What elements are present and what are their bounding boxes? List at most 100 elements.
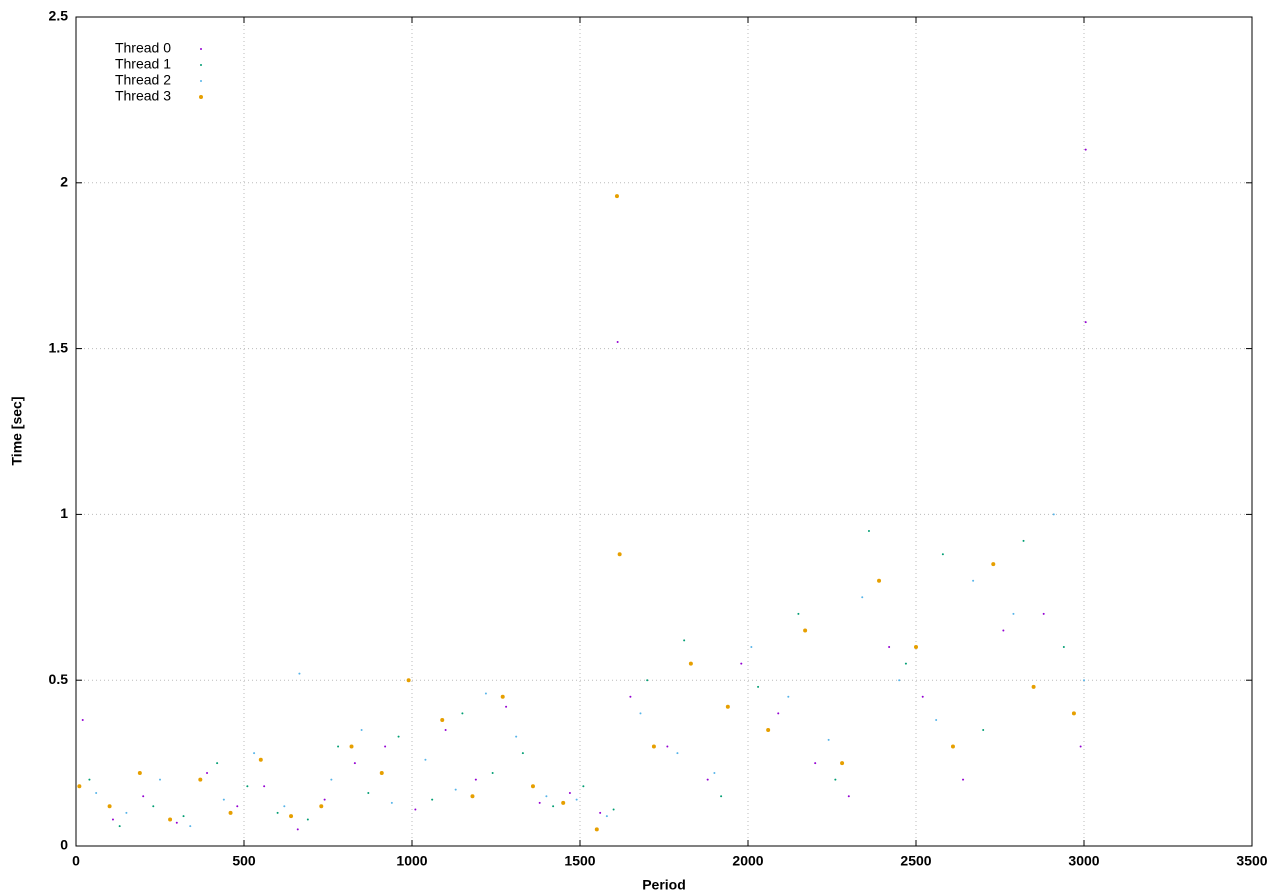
scatter-point xyxy=(847,795,850,798)
scatter-point xyxy=(639,712,642,715)
scatter-point xyxy=(1042,612,1045,615)
scatter-point xyxy=(725,704,730,709)
scatter-point xyxy=(88,778,91,781)
scatter-point xyxy=(617,552,622,557)
y-tick-label: 1 xyxy=(60,505,68,521)
scatter-point xyxy=(189,825,192,828)
y-axis-label: Time [sec] xyxy=(9,397,25,466)
scatter-point xyxy=(289,814,294,819)
scatter-point xyxy=(222,798,225,801)
scatter-point xyxy=(263,785,266,788)
scatter-point xyxy=(424,758,427,761)
plot-frame xyxy=(75,16,1253,847)
scatter-point xyxy=(814,762,817,765)
scatter-point xyxy=(1031,684,1036,689)
scatter-point xyxy=(228,810,233,815)
scatter-point xyxy=(470,794,475,799)
x-tick-label: 500 xyxy=(232,853,256,869)
scatter-point xyxy=(651,744,656,749)
scatter-point xyxy=(444,728,447,731)
scatter-point xyxy=(107,804,112,809)
y-tick-label: 1.5 xyxy=(49,339,69,355)
scatter-point xyxy=(582,785,585,788)
x-tick-label: 1500 xyxy=(564,853,595,869)
scatter-point xyxy=(236,805,239,808)
legend-label: Thread 3 xyxy=(115,88,171,104)
scatter-point xyxy=(175,821,178,824)
scatter-point xyxy=(77,784,82,789)
scatter-point xyxy=(198,777,203,782)
scatter-point xyxy=(706,778,709,781)
y-tick-label: 2 xyxy=(60,174,68,190)
scatter-point xyxy=(484,692,487,695)
scatter-point xyxy=(599,811,602,814)
legend-marker xyxy=(200,64,202,66)
scatter-point xyxy=(914,645,918,650)
scatter-point xyxy=(683,639,686,642)
scatter-point xyxy=(137,771,142,776)
legend-marker xyxy=(200,80,202,82)
scatter-point xyxy=(258,757,263,762)
scatter-point xyxy=(1071,711,1076,716)
scatter-point xyxy=(676,752,679,755)
scatter-point xyxy=(353,762,356,765)
scatter-point xyxy=(867,529,870,532)
legend-label: Thread 1 xyxy=(115,56,171,72)
scatter-point xyxy=(605,815,608,818)
scatter-point xyxy=(568,791,571,794)
scatter-point xyxy=(330,778,333,781)
scatter-point xyxy=(594,827,599,832)
scatter-point xyxy=(982,728,985,731)
scatter-point xyxy=(757,685,760,688)
scatter-point xyxy=(168,817,173,822)
scatter-point xyxy=(616,340,619,343)
scatter-point xyxy=(614,194,619,199)
scatter-point xyxy=(118,825,121,828)
scatter-point xyxy=(991,562,996,567)
scatter-point xyxy=(414,808,417,811)
scatter-point xyxy=(159,778,161,781)
scatter-point xyxy=(1012,612,1015,615)
scatter-point xyxy=(888,646,891,649)
scatter-point xyxy=(367,791,370,794)
scatter-point xyxy=(962,778,965,781)
scatter-point xyxy=(491,772,494,775)
scatter-point xyxy=(935,718,938,721)
scatter-point xyxy=(950,744,955,749)
scatter-point xyxy=(323,798,326,801)
scatter-point xyxy=(125,811,128,814)
scatter-point xyxy=(349,744,354,749)
scatter-point xyxy=(545,795,548,798)
scatter-point xyxy=(81,718,84,721)
scatter-point xyxy=(454,788,457,791)
scatter-point xyxy=(283,805,286,808)
scatter-point xyxy=(142,795,145,798)
scatter-point xyxy=(306,818,309,821)
scatter-point xyxy=(276,811,279,814)
scatter-point xyxy=(750,646,753,649)
scatter-point xyxy=(95,791,98,794)
scatter-point xyxy=(612,808,615,811)
scatter-point xyxy=(740,662,743,665)
scatter-point xyxy=(1084,321,1087,324)
scatter-point xyxy=(972,579,975,582)
scatter-point xyxy=(253,752,256,755)
scatter-point xyxy=(337,745,340,748)
legend-label: Thread 2 xyxy=(115,72,171,88)
scatter-point xyxy=(515,735,518,738)
scatter-point xyxy=(713,772,716,775)
scatter-point xyxy=(298,672,301,675)
scatter-point xyxy=(720,795,723,798)
scatter-point xyxy=(766,727,771,732)
scatter-point xyxy=(646,679,649,682)
scatter-point xyxy=(1022,539,1025,542)
scatter-point xyxy=(296,828,299,831)
y-tick-label: 0.5 xyxy=(49,671,69,687)
scatter-point xyxy=(246,785,249,788)
scatter-point xyxy=(921,695,924,698)
scatter-point xyxy=(898,679,901,682)
scatter-point xyxy=(575,798,578,801)
scatter-point xyxy=(521,752,524,755)
scatter-point xyxy=(1062,646,1065,649)
scatter-point xyxy=(319,804,324,809)
